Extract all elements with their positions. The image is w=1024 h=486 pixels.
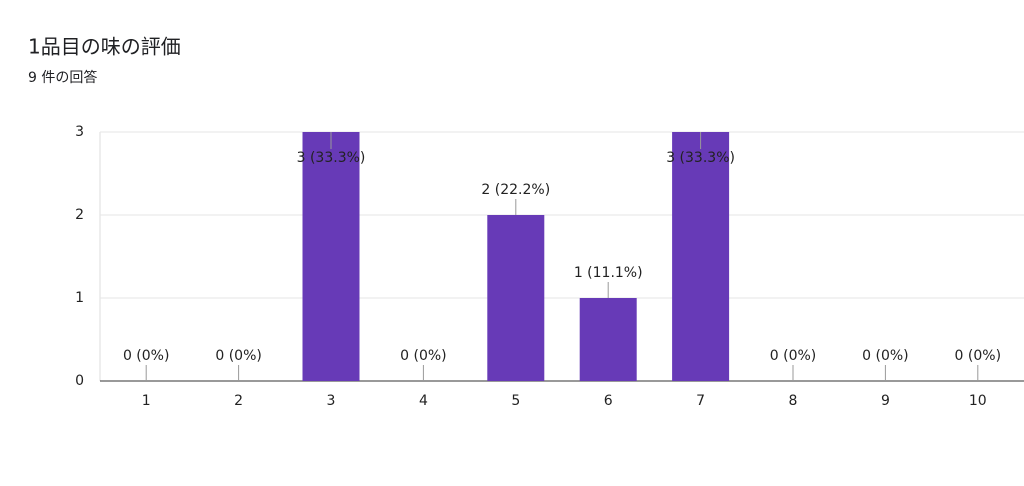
value-label: 3 (33.3%) (666, 150, 735, 166)
value-label: 0 (0%) (862, 348, 909, 364)
x-tick-label: 10 (969, 393, 987, 409)
x-tick-label: 9 (881, 393, 890, 409)
value-label: 0 (0%) (770, 348, 817, 364)
x-tick-label: 1 (142, 393, 151, 409)
value-label: 0 (0%) (400, 348, 447, 364)
x-tick-label: 8 (789, 393, 798, 409)
value-label: 0 (0%) (955, 348, 1002, 364)
x-tick-label: 4 (419, 393, 428, 409)
bar (487, 215, 545, 381)
x-tick-label: 2 (234, 393, 243, 409)
x-tick-label: 6 (604, 393, 613, 409)
chart-subtitle: 9 件の回答 (28, 69, 97, 86)
x-tick-label: 5 (511, 393, 520, 409)
value-label: 1 (11.1%) (574, 265, 643, 281)
x-tick-label: 3 (327, 393, 336, 409)
value-label: 3 (33.3%) (297, 150, 366, 166)
y-tick-label: 2 (75, 207, 84, 223)
value-label: 0 (0%) (215, 348, 262, 364)
bar (302, 132, 360, 381)
value-label: 0 (0%) (123, 348, 170, 364)
bar (672, 132, 730, 381)
value-label: 2 (22.2%) (481, 182, 550, 198)
y-tick-label: 3 (75, 124, 84, 140)
x-tick-label: 7 (696, 393, 705, 409)
bar (579, 298, 637, 381)
y-tick-label: 1 (75, 290, 84, 306)
y-tick-label: 0 (75, 373, 84, 389)
chart-title: 1品目の味の評価 (28, 35, 181, 59)
